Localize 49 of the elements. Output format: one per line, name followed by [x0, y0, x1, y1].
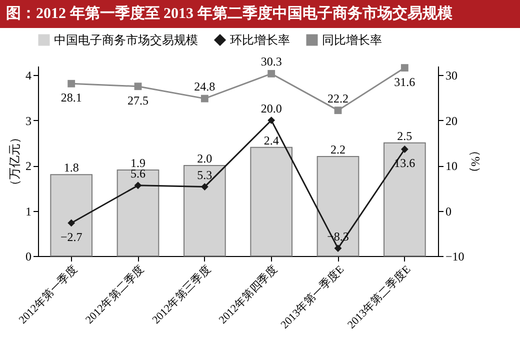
bar	[116, 170, 160, 256]
y2-tick-label: 0	[446, 204, 452, 218]
point	[134, 182, 142, 190]
data-label: 5.3	[197, 168, 212, 182]
data-label: 20.0	[260, 101, 282, 116]
data-label: 2.4	[264, 133, 279, 148]
y-axis-title: （万亿元）	[8, 132, 22, 192]
y2-tick-label: −10	[446, 250, 464, 264]
point	[268, 116, 276, 124]
y-tick-label: 0	[26, 250, 32, 264]
data-label: 13.6	[394, 156, 416, 170]
data-label: 22.2	[328, 91, 348, 106]
bar	[50, 174, 92, 256]
chart-title: 图：2012 年第一季度至 2013 年第二季度中国电子商务市场交易规模	[0, 0, 520, 28]
data-label: −2.7	[60, 230, 82, 244]
point	[68, 219, 76, 227]
data-label: 2.0	[197, 152, 212, 166]
legend-label: 环比增长率	[230, 33, 290, 47]
data-label: 1.8	[64, 160, 79, 175]
data-label: 27.5	[128, 93, 148, 108]
legend-label: 同比增长率	[322, 33, 382, 47]
y-tick-label: 3	[26, 114, 32, 128]
bar	[316, 156, 360, 256]
point	[200, 94, 208, 102]
data-label: 31.6	[394, 74, 416, 89]
y-tick-label: 1	[26, 204, 32, 218]
data-label: 24.8	[194, 80, 216, 94]
point	[334, 244, 342, 252]
point	[334, 106, 342, 114]
data-label: 2.2	[330, 142, 346, 156]
y2-tick-label: 10	[446, 159, 458, 174]
y2-tick-label: 20	[446, 114, 458, 128]
data-label: 2.5	[397, 128, 412, 143]
data-label: 30.3	[260, 54, 282, 69]
point	[68, 80, 76, 88]
data-label: 28.1	[60, 90, 82, 105]
point	[400, 146, 408, 153]
y2-tick-label: 30	[446, 68, 458, 83]
bar	[250, 146, 292, 256]
point	[400, 64, 408, 72]
point	[200, 183, 208, 190]
point	[134, 82, 142, 90]
bar	[384, 142, 426, 256]
y2-axis-title: （%）	[468, 144, 482, 178]
point	[268, 70, 276, 78]
y-tick-label: 4	[26, 68, 32, 83]
bar	[184, 165, 226, 256]
y-tick-label: 2	[26, 159, 32, 174]
legend-label: 中国电子商务市场交易规模	[54, 33, 198, 47]
